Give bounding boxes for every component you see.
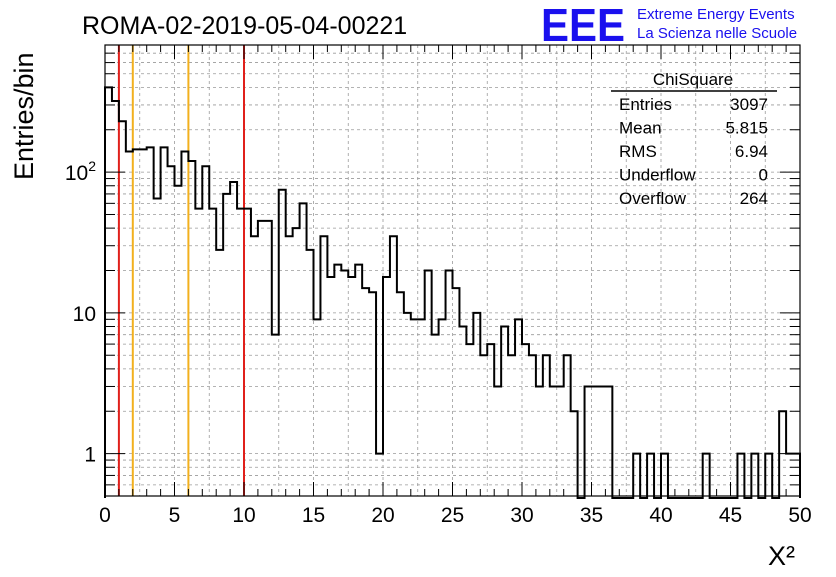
stats-label: Mean (619, 119, 662, 138)
stats-label: RMS (619, 142, 657, 161)
stats-label: Entries (619, 95, 672, 114)
x-tick-label: 20 (371, 504, 394, 527)
y-tick-label: 102 (65, 158, 96, 185)
y-tick-label: 1 (84, 444, 96, 467)
x-axis-label: X² (768, 541, 795, 571)
x-tick-label: 30 (510, 504, 533, 527)
stats-label: Overflow (619, 189, 687, 208)
x-tick-label: 35 (580, 504, 603, 527)
stats-label: Underflow (619, 166, 696, 185)
tick-labels: 0 5 10 15 20 25 30 35 40 45 50 1 10 102 (65, 158, 812, 527)
stats-value: 3097 (730, 95, 768, 114)
x-tick-label: 45 (719, 504, 742, 527)
stats-value: 264 (740, 189, 768, 208)
x-tick-label: 25 (441, 504, 464, 527)
x-tick-label: 0 (99, 504, 111, 527)
x-tick-label: 10 (232, 504, 255, 527)
stats-value: 0 (759, 166, 768, 185)
chart-title: ROMA-02-2019-05-04-00221 (82, 12, 407, 40)
stats-title: ChiSquare (653, 70, 733, 89)
reference-lines (117, 45, 245, 496)
y-tick-label: 10 (73, 303, 96, 326)
eee-logo: EEE (541, 0, 625, 51)
logo-line-1: Extreme Energy Events (637, 6, 795, 23)
x-tick-label: 40 (649, 504, 672, 527)
axis-ticks (104, 44, 801, 497)
x-tick-label: 15 (302, 504, 325, 527)
stats-value: 5.815 (725, 119, 768, 138)
x-tick-label: 5 (169, 504, 181, 527)
histogram-series (104, 86, 801, 499)
stats-rows: Entries 3097 Mean 5.815 RMS 6.94 Underflow 0 Ove… (619, 95, 768, 208)
y-axis-label: Entries/bin (9, 52, 39, 180)
logo-line-2: La Scienza nelle Scuole (637, 25, 797, 42)
stats-box: ChiSquare Entries 3097 Mean 5.815 RMS 6.94 Und… (611, 70, 777, 208)
stats-value: 6.94 (735, 142, 768, 161)
x-tick-label: 50 (788, 504, 811, 527)
